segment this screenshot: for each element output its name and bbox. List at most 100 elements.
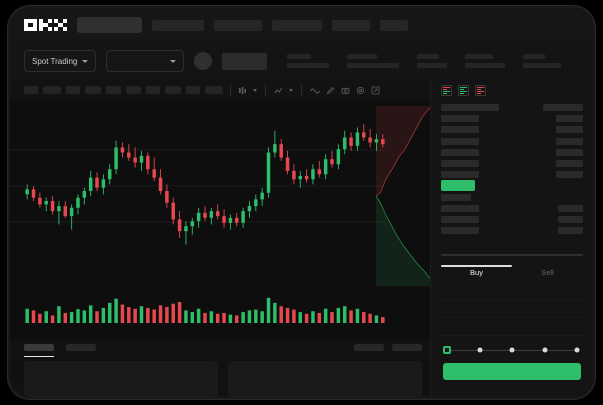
volume-bar — [285, 307, 290, 323]
orderbook-row-bid-2[interactable] — [441, 203, 583, 214]
tab-sell[interactable]: Sell — [541, 268, 554, 277]
candle-body — [279, 144, 283, 158]
slider-node-100[interactable] — [574, 347, 580, 353]
orderbook-row-ask-7-price — [441, 171, 479, 179]
stat-change-24h-line — [347, 63, 400, 68]
slider-node-50[interactable] — [509, 347, 515, 353]
candle-body — [228, 217, 233, 223]
bottom-tab-open-orders[interactable] — [24, 339, 54, 357]
bottom-tab-action-2[interactable] — [392, 343, 422, 351]
bottom-right-actions — [354, 343, 434, 351]
okx-logo[interactable] — [24, 18, 67, 32]
drawing-line-icon[interactable] — [310, 86, 320, 95]
bottom-tab-order-history-label — [66, 343, 96, 351]
orderbook-mode-bar — [443, 86, 450, 88]
orderbook-row-ask-3[interactable] — [441, 124, 583, 135]
timeframe-7[interactable] — [146, 86, 160, 94]
volume-bar — [266, 297, 271, 323]
timeframe-4[interactable] — [85, 86, 101, 94]
market-type-label: Spot Trading — [32, 56, 78, 66]
orderbook-row-bid-3-size — [558, 215, 583, 223]
timeframe-1[interactable] — [24, 86, 38, 94]
bottom-tab-order-history[interactable] — [66, 339, 96, 355]
order-field-total[interactable] — [441, 318, 583, 336]
orderbook-row-spread-price — [441, 180, 475, 192]
market-stats — [287, 54, 562, 68]
toolbar-divider — [265, 84, 266, 96]
market-type-dropdown[interactable]: Spot Trading — [24, 50, 97, 72]
timeframe-8[interactable] — [165, 86, 181, 94]
slider-node-75[interactable] — [542, 347, 547, 353]
candle-body — [247, 206, 252, 212]
tab-buy[interactable]: Buy — [441, 265, 512, 282]
amount-percent-slider[interactable] — [443, 344, 581, 356]
settings-gear-icon[interactable] — [356, 86, 365, 95]
nav-item-4[interactable] — [272, 19, 322, 31]
candle-body — [215, 211, 220, 217]
volume-bar — [292, 309, 296, 323]
orderbook-row-bid-2-size — [558, 204, 583, 212]
orderbook-mode-bids-icon[interactable] — [458, 84, 469, 96]
orderbook-row-ask-4-size — [556, 137, 583, 145]
slider-node-25[interactable] — [477, 347, 482, 353]
order-field-price[interactable] — [441, 282, 583, 300]
bottom-tab-action-1[interactable] — [354, 343, 384, 351]
timeframe-10[interactable] — [205, 86, 223, 94]
pencil-icon[interactable] — [326, 86, 335, 95]
stat-volume-24h-line — [523, 54, 546, 59]
orderbook-row-ask-4[interactable] — [441, 136, 583, 147]
trading-pair-dropdown[interactable] — [106, 50, 185, 72]
orderbook-row-bid-3-price — [441, 215, 479, 223]
volume-bar — [342, 306, 347, 323]
volume-bar — [165, 307, 169, 323]
candle-body — [120, 147, 125, 153]
orderbook-row-ask-7[interactable] — [441, 169, 583, 180]
orderbook-row-ask-6[interactable] — [441, 158, 583, 169]
order-book[interactable] — [431, 100, 593, 250]
candle-body — [311, 169, 315, 180]
order-field-amount[interactable] — [441, 300, 583, 318]
indicators-icon[interactable] — [274, 86, 283, 95]
orderbook-row-bid-4[interactable] — [441, 225, 583, 236]
chart-type-chevron-icon[interactable] — [253, 88, 257, 92]
orderbook-mode-bar — [443, 92, 448, 94]
orderbook-row-bid-3[interactable] — [441, 214, 583, 225]
nav-item-3[interactable] — [214, 19, 262, 31]
timeframe-2[interactable] — [43, 86, 61, 94]
bottom-tab-open-orders-label — [24, 343, 54, 351]
timeframe-5[interactable] — [106, 86, 121, 94]
nav-item-1[interactable] — [77, 17, 142, 33]
orderbook-row-ask-3-price — [441, 126, 479, 134]
candle-body — [273, 144, 277, 153]
orderbook-mode-both-icon[interactable] — [441, 84, 452, 96]
timeframe-9[interactable] — [186, 86, 200, 94]
chart-type-icon[interactable] — [238, 86, 247, 95]
price-chart[interactable] — [10, 100, 434, 339]
indicators-chevron-icon[interactable] — [289, 88, 293, 92]
nav-item-6[interactable] — [380, 19, 408, 31]
order-book-scrollbar[interactable] — [441, 254, 583, 256]
orderbook-mode-bar — [460, 92, 465, 94]
orderbook-row-ask-2[interactable] — [441, 113, 583, 124]
timeframe-6[interactable] — [126, 86, 141, 94]
orderbook-row-ask-1[interactable] — [441, 102, 583, 113]
volume-bar — [57, 306, 61, 323]
orderbook-row-bid-1[interactable] — [441, 192, 583, 203]
slider-handle[interactable] — [443, 346, 451, 354]
nav-item-5[interactable] — [332, 19, 370, 31]
fullscreen-icon[interactable] — [371, 86, 380, 95]
orderbook-row-ask-5[interactable] — [441, 147, 583, 158]
orderbook-row-ask-2-size — [556, 115, 583, 123]
camera-icon[interactable] — [341, 86, 350, 95]
orderbook-row-ask-6-size — [556, 160, 583, 168]
orderbook-mode-switcher — [431, 80, 593, 100]
candle-body — [139, 155, 144, 163]
stat-high-24h — [417, 54, 448, 68]
orderbook-mode-asks-icon[interactable] — [475, 84, 486, 96]
nav-item-2[interactable] — [152, 19, 204, 31]
candle-body — [63, 206, 68, 217]
orderbook-row-spread[interactable] — [441, 180, 583, 192]
candle-body — [184, 226, 188, 232]
submit-buy-button[interactable] — [443, 363, 581, 380]
timeframe-3[interactable] — [66, 86, 80, 94]
